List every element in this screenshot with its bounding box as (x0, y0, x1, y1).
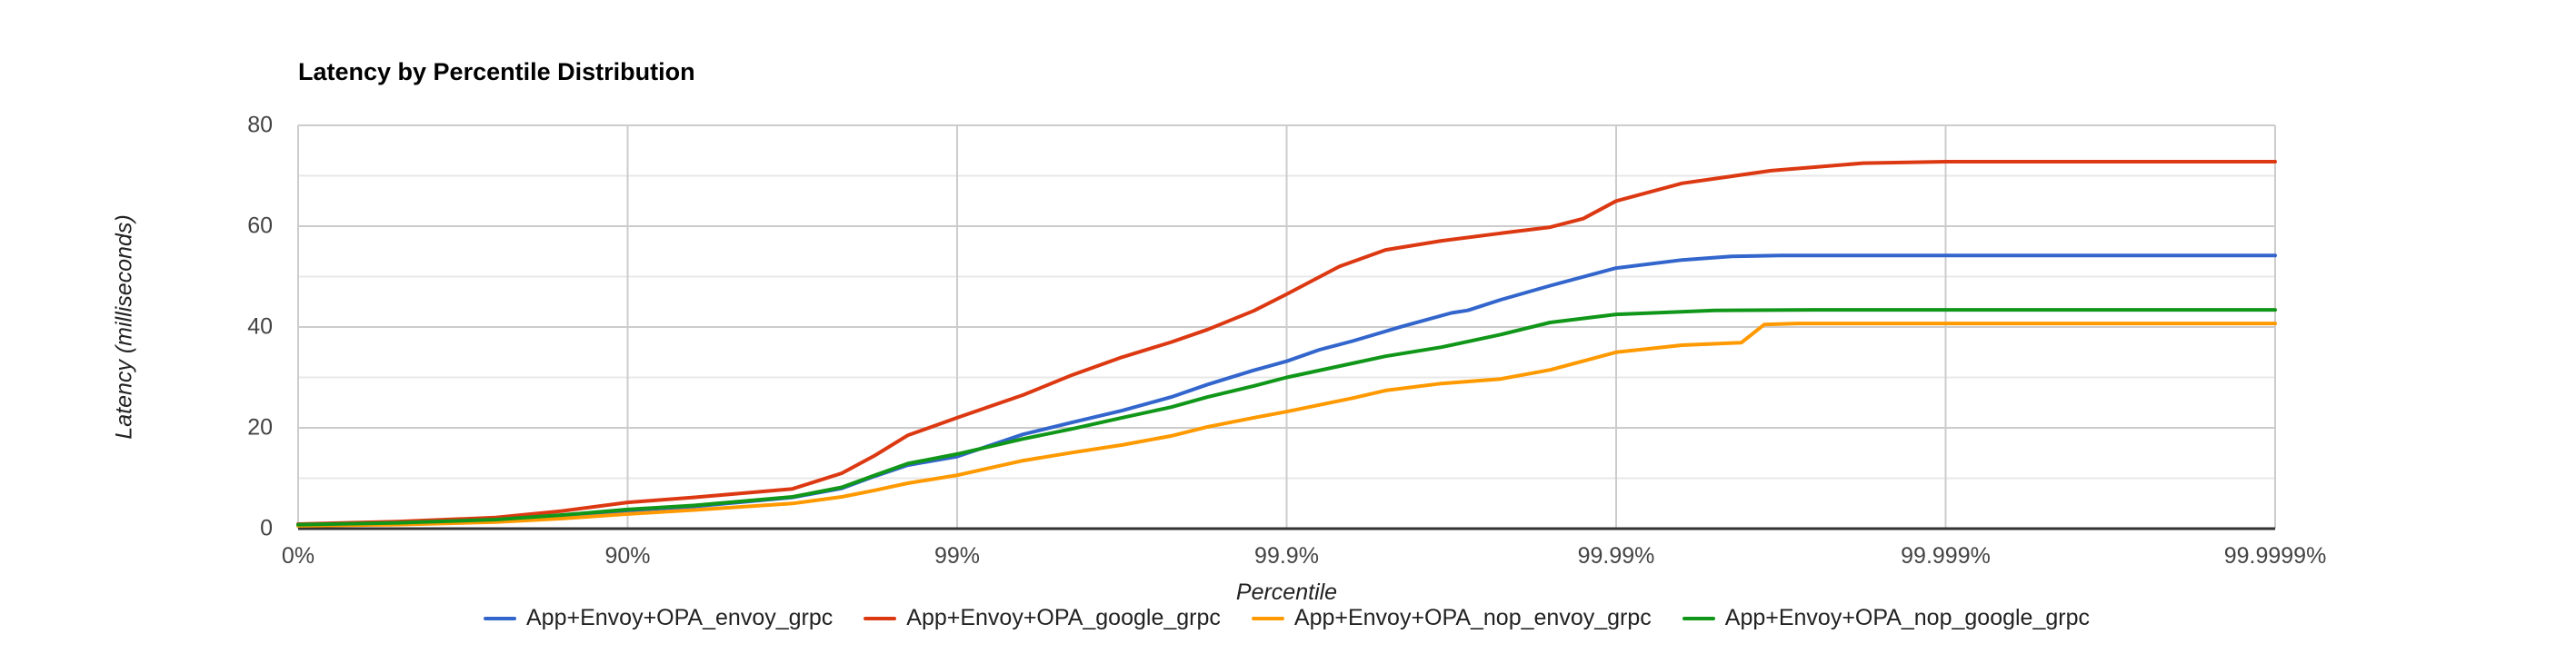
legend-label: App+Envoy+OPA_nop_envoy_grpc (1293, 605, 1652, 630)
x-tick-label: 0% (281, 543, 315, 569)
y-tick-label: 40 (247, 313, 273, 340)
x-tick-label: 99% (934, 543, 981, 569)
series-line-App+Envoy+OPA_google_grpc (296, 160, 2277, 526)
legend-swatch-icon (484, 616, 516, 620)
x-axis-title: Percentile (1235, 580, 1338, 605)
legend-label: App+Envoy+OPA_envoy_grpc (526, 605, 834, 630)
legend-swatch-icon (1682, 616, 1715, 620)
y-tick-label: 0 (260, 515, 273, 541)
chart-title: Latency by Percentile Distribution (298, 58, 695, 85)
legend-item-App+Envoy+OPA_nop_envoy_grpc: App+Envoy+OPA_nop_envoy_grpc (1251, 605, 1652, 631)
y-tick-label: 80 (247, 112, 273, 138)
legend-swatch-icon (864, 616, 897, 620)
legend-item-App+Envoy+OPA_envoy_grpc: App+Envoy+OPA_envoy_grpc (484, 605, 833, 631)
y-tick-label: 60 (247, 213, 273, 239)
y-tick-label: 20 (247, 414, 273, 441)
series-line-App+Envoy+OPA_nop_envoy_grpc (296, 322, 2277, 528)
x-tick-label: 90% (604, 543, 651, 569)
legend-swatch-icon (1251, 616, 1284, 620)
legend-label: App+Envoy+OPA_google_grpc (906, 605, 1221, 630)
series-line-App+Envoy+OPA_nop_google_grpc (296, 308, 2277, 527)
x-tick-label: 99.9999% (2223, 543, 2327, 569)
chart-legend: App+Envoy+OPA_envoy_grpc App+Envoy+OPA_go… (298, 605, 2275, 631)
x-tick-label: 99.999% (1901, 543, 1991, 569)
y-axis-title: Latency (milliseconds) (111, 214, 137, 440)
legend-item-App+Envoy+OPA_google_grpc: App+Envoy+OPA_google_grpc (864, 605, 1221, 631)
x-tick-label: 99.99% (1577, 543, 1655, 569)
legend-label: App+Envoy+OPA_nop_google_grpc (1724, 605, 2090, 630)
x-tick-label: 99.9% (1254, 543, 1319, 569)
legend-item-App+Envoy+OPA_nop_google_grpc: App+Envoy+OPA_nop_google_grpc (1682, 605, 2090, 631)
